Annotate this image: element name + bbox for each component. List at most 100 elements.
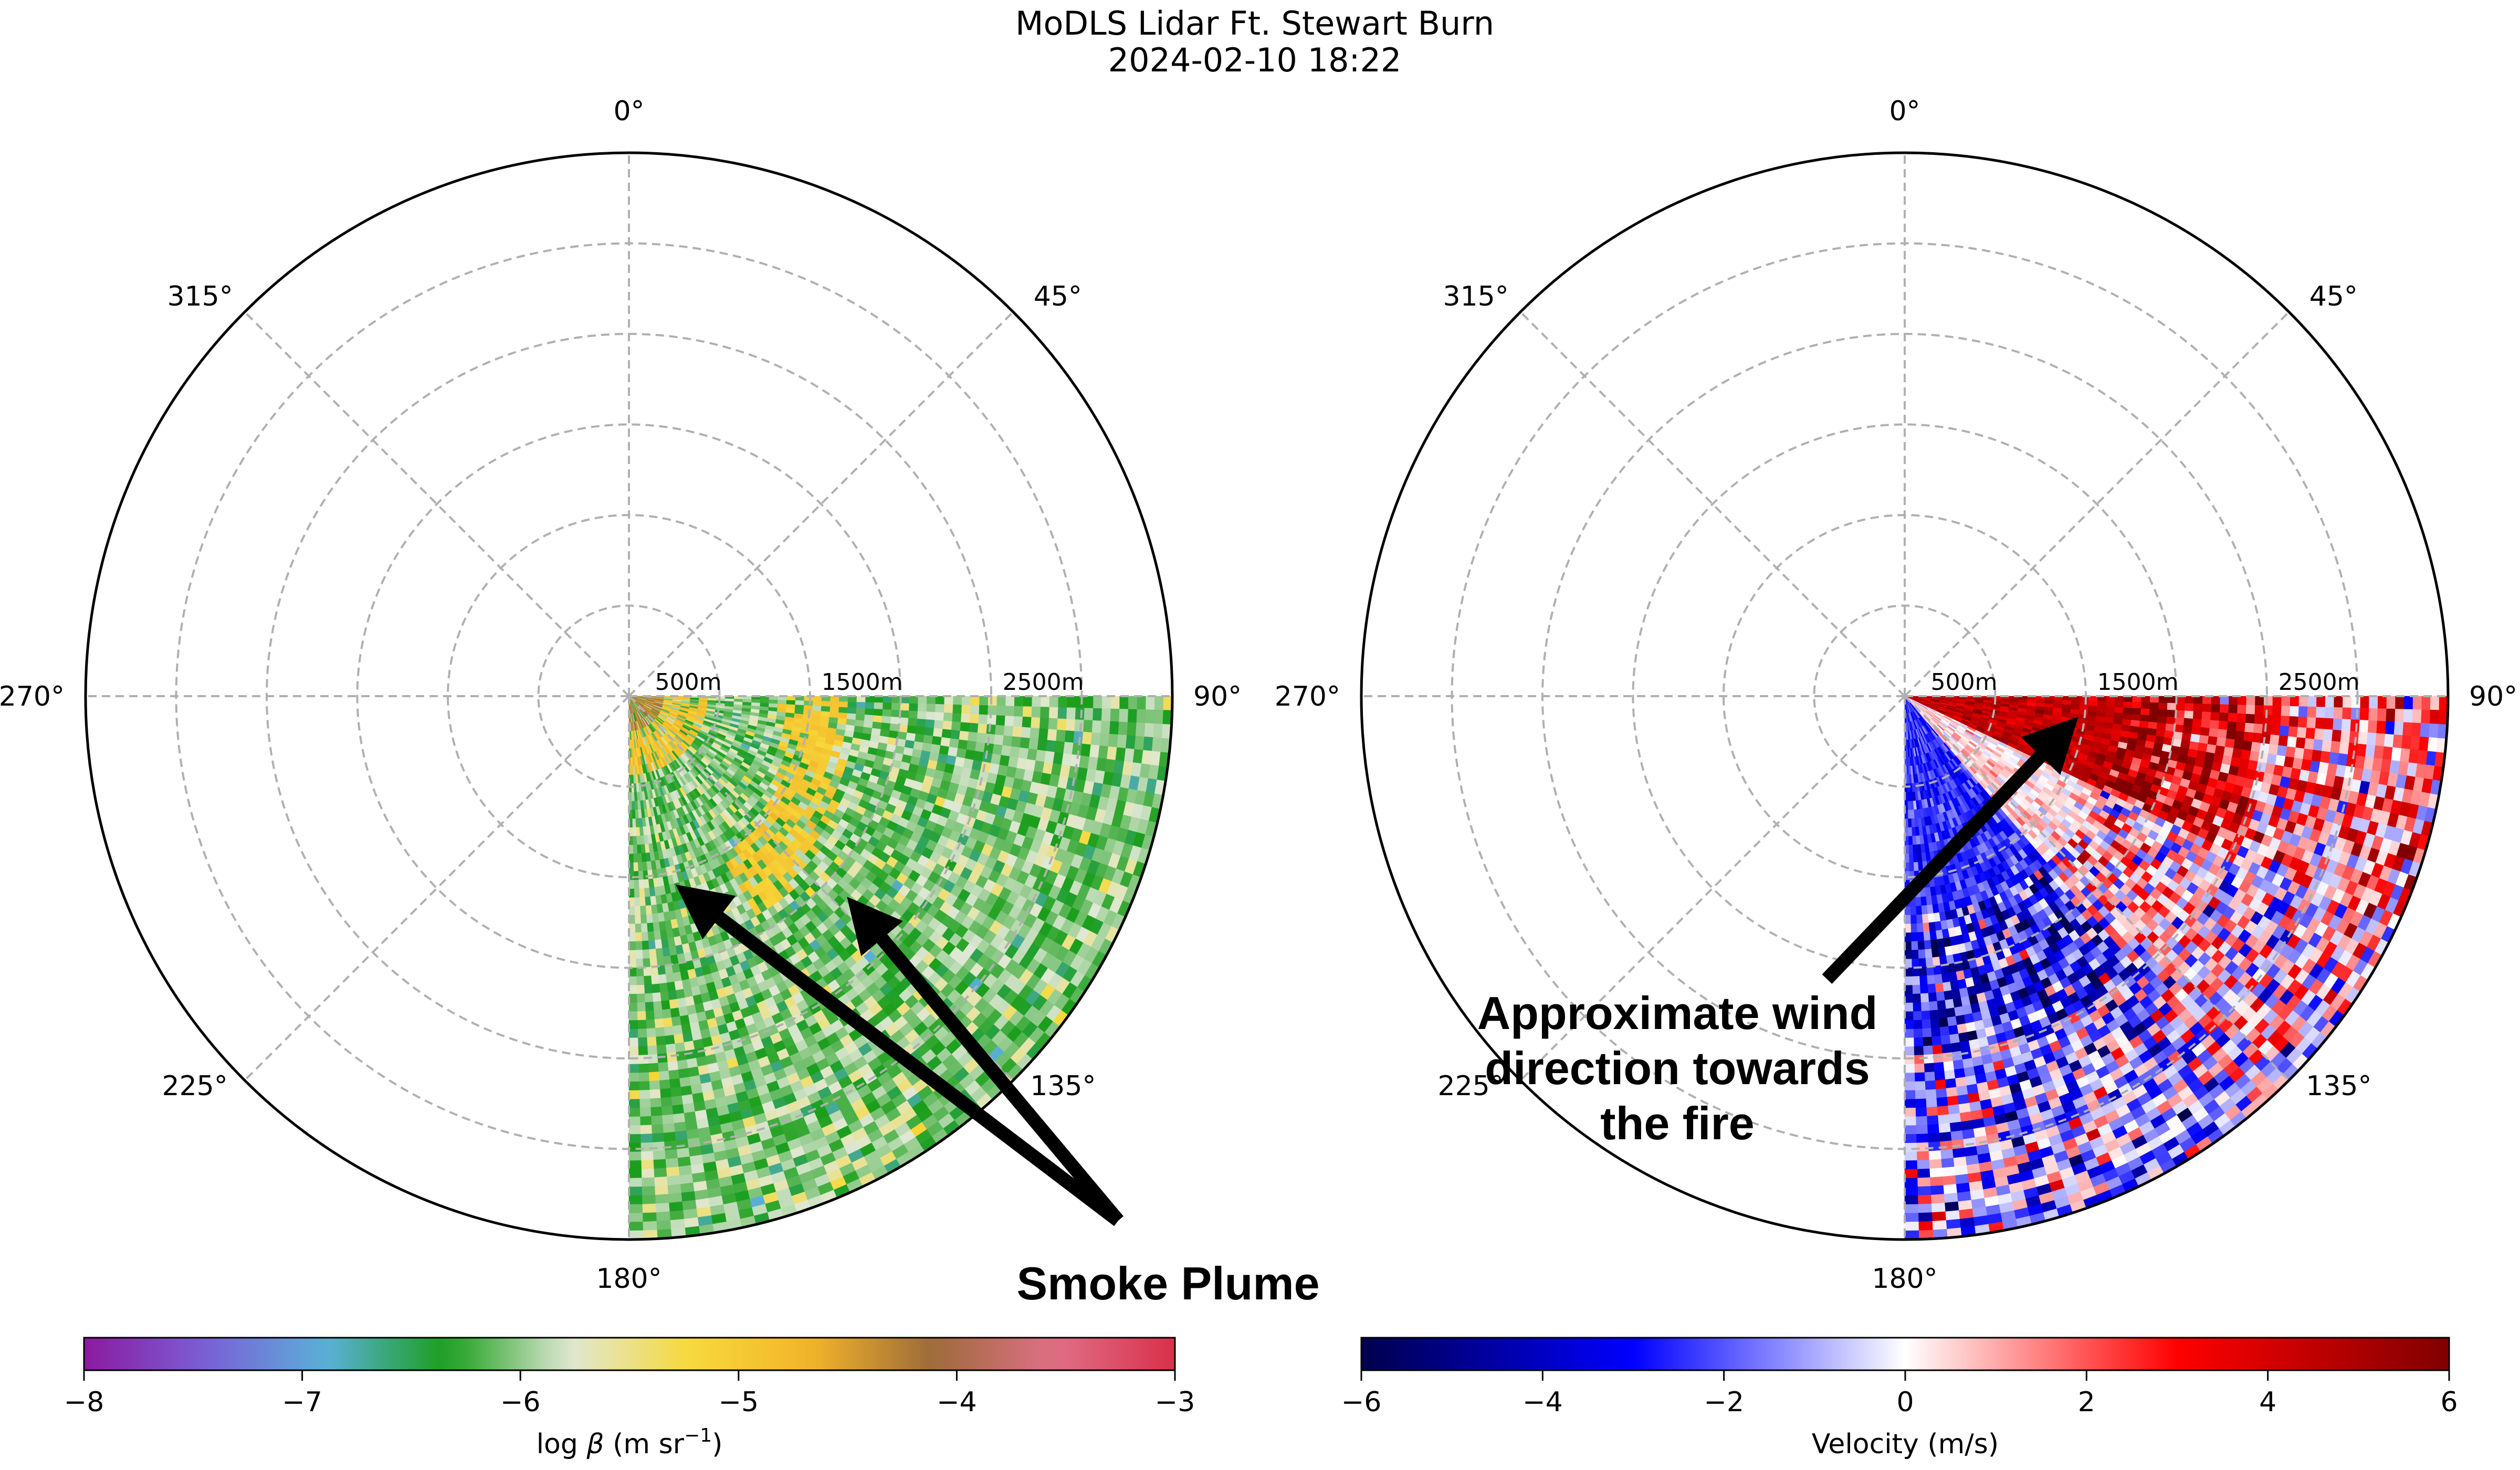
backscatter-cell bbox=[1110, 696, 1120, 709]
backscatter-cell bbox=[628, 1002, 638, 1012]
backscatter-cell bbox=[662, 1123, 675, 1133]
backscatter-cell bbox=[677, 1156, 691, 1167]
velocity-cell bbox=[2071, 700, 2081, 706]
backscatter-cell bbox=[640, 1125, 652, 1135]
backscatter-cell bbox=[667, 990, 677, 1001]
backscatter-cell bbox=[628, 1142, 642, 1152]
velocity-cell bbox=[1906, 774, 1910, 784]
backscatter-cell bbox=[1063, 741, 1074, 755]
backscatter-cell bbox=[988, 696, 998, 706]
velocity-cell bbox=[1908, 836, 1913, 846]
backscatter-cell bbox=[638, 1081, 650, 1091]
backscatter-cell bbox=[639, 906, 647, 916]
backscatter-cell bbox=[1099, 733, 1110, 747]
backscatter-cell bbox=[864, 715, 874, 722]
velocity-cell bbox=[2044, 699, 2054, 705]
backscatter-cell bbox=[1093, 708, 1102, 721]
backscatter-cell bbox=[636, 976, 645, 986]
backscatter-cell bbox=[632, 810, 636, 819]
backscatter-cell bbox=[952, 713, 962, 723]
backscatter-cell bbox=[628, 1186, 643, 1196]
backscatter-cell bbox=[973, 751, 984, 762]
backscatter-cell bbox=[940, 737, 951, 747]
backscatter-cell bbox=[1127, 709, 1138, 723]
backscatter-cell bbox=[1106, 746, 1118, 761]
backscatter-cell bbox=[1032, 696, 1041, 707]
backscatter-cell bbox=[674, 980, 684, 991]
backscatter-cell bbox=[1082, 731, 1093, 745]
backscatter-cell bbox=[924, 727, 934, 737]
backscatter-cell bbox=[645, 1002, 654, 1012]
backscatter-cell bbox=[804, 700, 813, 706]
backscatter-cell bbox=[1056, 729, 1066, 742]
backscatter-cell bbox=[638, 888, 645, 898]
backscatter-cell bbox=[1001, 745, 1012, 757]
backscatter-cell bbox=[950, 730, 961, 740]
backscatter-cell bbox=[636, 835, 641, 845]
backscatter-cell bbox=[636, 967, 644, 977]
backscatter-cell bbox=[1144, 723, 1154, 738]
backscatter-cell bbox=[650, 904, 658, 915]
backscatter-cell bbox=[638, 1055, 649, 1065]
backscatter-cell bbox=[995, 715, 1006, 726]
backscatter-cell bbox=[1150, 751, 1161, 766]
backscatter-cell bbox=[655, 1202, 670, 1213]
backscatter-cell bbox=[899, 717, 909, 726]
backscatter-cell bbox=[1100, 720, 1111, 734]
backscatter-cell bbox=[883, 702, 892, 710]
backscatter-cell bbox=[632, 827, 637, 837]
velocity-cell bbox=[1917, 862, 1924, 872]
backscatter-cell bbox=[639, 1116, 652, 1126]
backscatter-cell bbox=[914, 733, 925, 743]
backscatter-cell bbox=[628, 994, 637, 1003]
backscatter-cell bbox=[659, 929, 668, 940]
range-tick-label: 500m bbox=[655, 669, 722, 696]
backscatter-cell bbox=[673, 1113, 686, 1124]
backscatter-cell bbox=[665, 1043, 676, 1054]
backscatter-cell bbox=[970, 696, 980, 706]
backscatter-cell bbox=[634, 888, 640, 898]
backscatter-cell bbox=[964, 749, 975, 761]
backscatter-cell bbox=[673, 971, 682, 982]
backscatter-cell bbox=[678, 1068, 690, 1079]
backscatter-cell bbox=[685, 1120, 698, 1131]
backscatter-cell bbox=[1012, 726, 1023, 738]
backscatter-cell bbox=[638, 1046, 648, 1056]
backscatter-cell bbox=[666, 1052, 677, 1063]
backscatter-cell bbox=[1134, 736, 1145, 751]
backscatter-cell bbox=[935, 704, 945, 713]
backscatter-cell bbox=[649, 896, 657, 906]
backscatter-cell bbox=[660, 938, 669, 949]
backscatter-cell bbox=[638, 1063, 649, 1073]
backscatter-cell bbox=[650, 1106, 663, 1117]
backscatter-cell bbox=[658, 974, 667, 984]
backscatter-cell bbox=[847, 701, 857, 709]
velocity-cell bbox=[1908, 845, 1914, 854]
backscatter-cell bbox=[665, 973, 675, 983]
backscatter-cell bbox=[1039, 717, 1049, 730]
backscatter-cell bbox=[650, 1115, 663, 1126]
backscatter-cell bbox=[644, 896, 652, 906]
backscatter-polar-panel: 0°45°90°135°180°225°270°315°500m 1500m 250… bbox=[0, 96, 1242, 1295]
backscatter-cell bbox=[795, 700, 805, 706]
backscatter-cell bbox=[664, 1140, 677, 1151]
backscatter-cell bbox=[648, 1072, 659, 1082]
backscatter-cell bbox=[760, 699, 770, 704]
backscatter-cell bbox=[653, 1001, 663, 1011]
backscatter-cell bbox=[635, 950, 643, 959]
backscatter-cell bbox=[632, 836, 637, 846]
backscatter-cell bbox=[645, 905, 652, 915]
velocity-cell bbox=[2027, 699, 2036, 704]
backscatter-cell bbox=[943, 712, 953, 722]
backscatter-cell bbox=[1018, 747, 1029, 760]
backscatter-cell bbox=[1101, 696, 1111, 709]
backscatter-cell bbox=[1125, 735, 1136, 750]
velocity-cell bbox=[1908, 827, 1913, 837]
backscatter-cell bbox=[933, 720, 944, 730]
angle-tick-label: 225° bbox=[162, 1070, 228, 1102]
backscatter-cell bbox=[1004, 716, 1014, 727]
backscatter-cell bbox=[1053, 752, 1064, 765]
backscatter-cell bbox=[909, 703, 919, 712]
backscatter-cell bbox=[891, 702, 901, 711]
backscatter-cell bbox=[960, 722, 970, 732]
